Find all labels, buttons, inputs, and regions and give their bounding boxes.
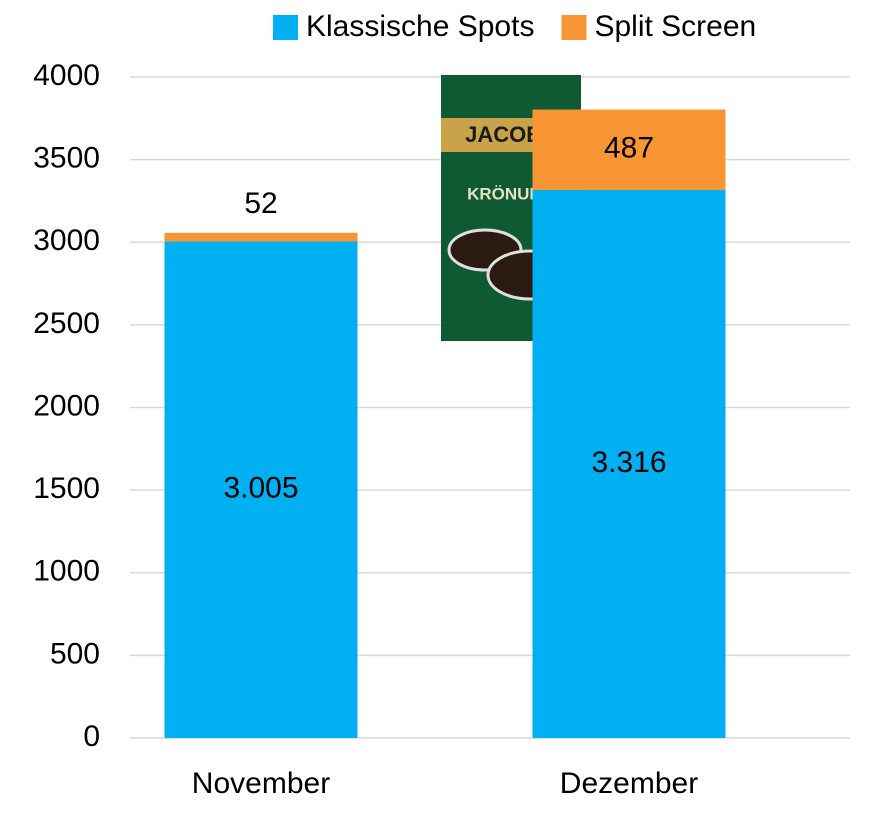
y-tick-label: 3000 <box>33 224 100 257</box>
y-tick-label: 500 <box>50 637 100 670</box>
y-tick-label: 3500 <box>33 142 100 175</box>
chart: JACOBS KRÖNUNG 0500100015002000250030003… <box>0 0 884 809</box>
y-tick-label: 2500 <box>33 307 100 340</box>
x-tick-label: November <box>192 767 330 800</box>
legend-swatch <box>273 15 298 40</box>
y-tick-label: 2000 <box>33 389 100 422</box>
y-tick-label: 1000 <box>33 555 100 588</box>
value-label: 3.316 <box>591 446 666 479</box>
legend-label: Split Screen <box>594 10 756 43</box>
x-tick-label: Dezember <box>560 767 698 800</box>
value-label: 52 <box>244 187 277 220</box>
legend-label: Klassische Spots <box>306 10 534 43</box>
y-tick-label: 0 <box>83 720 100 753</box>
y-tick-label: 4000 <box>33 59 100 92</box>
y-tick-label: 1500 <box>33 472 100 505</box>
value-label: 3.005 <box>223 472 298 505</box>
value-label: 487 <box>604 132 654 165</box>
legend-swatch <box>561 15 586 40</box>
bar-segment <box>165 233 358 242</box>
